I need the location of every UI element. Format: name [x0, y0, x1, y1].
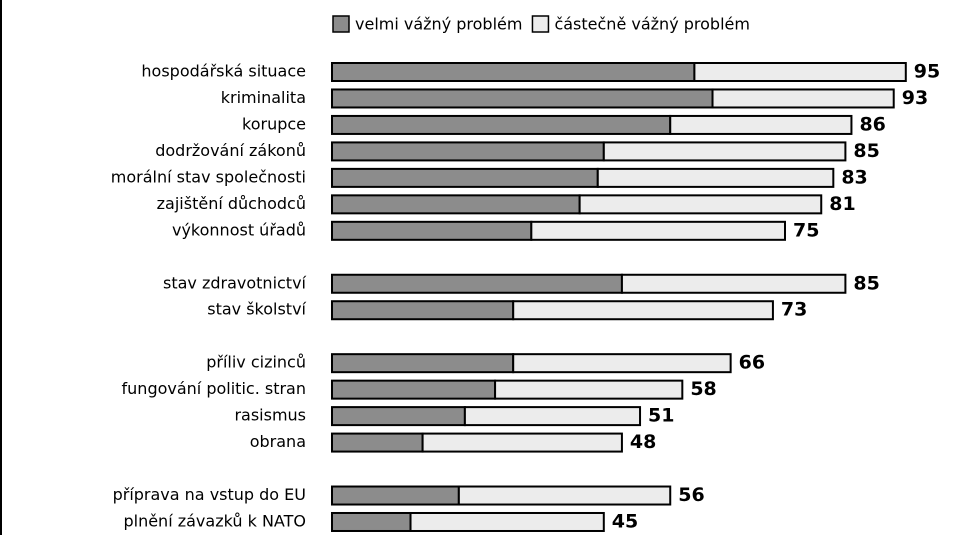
- bar-segment: [331, 114, 672, 135]
- total-label: 73: [781, 299, 807, 321]
- bar-segment: [494, 379, 684, 400]
- bar-segment: [331, 300, 515, 321]
- bar-segment: [512, 353, 732, 374]
- y-tick-label: korupce: [242, 114, 306, 133]
- y-tick-label: obrana: [250, 432, 306, 451]
- y-tick-label: fungování politic. stran: [122, 379, 306, 398]
- total-label: 85: [853, 272, 879, 294]
- bar-segment: [457, 485, 672, 506]
- y-tick-label: dodržování zákonů: [155, 141, 306, 160]
- legend-label: velmi vážný problém: [355, 15, 522, 34]
- bar-segment: [512, 300, 774, 321]
- total-label: 51: [648, 405, 674, 427]
- bar-segment: [463, 406, 642, 427]
- y-tick-label: stav školství: [207, 300, 306, 319]
- total-label: 95: [914, 61, 940, 83]
- y-tick-label: příliv cizinců: [206, 353, 306, 372]
- y-tick-label: příprava na vstup do EU: [113, 485, 306, 504]
- bar-segment: [331, 141, 605, 162]
- bar-segment: [620, 273, 847, 294]
- bar-segment: [530, 220, 786, 241]
- bar-segment: [331, 485, 460, 506]
- bar-segment: [331, 88, 714, 109]
- total-label: 56: [678, 484, 704, 506]
- y-tick-label: výkonnost úřadů: [172, 220, 306, 239]
- bar-segment: [331, 406, 466, 427]
- total-label: 83: [841, 166, 867, 188]
- y-tick-label: rasismus: [234, 406, 306, 425]
- bar-segment: [331, 432, 424, 453]
- y-tick-label: plnění závazků k NATO: [123, 511, 306, 530]
- y-tick-label: stav zdravotnictví: [163, 273, 307, 292]
- total-label: 93: [902, 87, 928, 109]
- bar-segment: [669, 114, 853, 135]
- total-label: 48: [630, 431, 656, 453]
- total-label: 81: [829, 193, 855, 215]
- bar-segment: [602, 141, 847, 162]
- legend-swatch: [531, 15, 550, 33]
- bar-segment: [331, 194, 581, 215]
- total-label: 58: [690, 378, 716, 400]
- bar-segment: [331, 511, 412, 532]
- bar-segment: [331, 62, 696, 82]
- bar-segment: [331, 167, 599, 188]
- bar-segment: [331, 353, 515, 374]
- bar-segment: [331, 379, 497, 400]
- y-tick-label: morální stav společnosti: [111, 167, 306, 186]
- total-label: 85: [853, 140, 879, 162]
- bar-segment: [711, 88, 895, 109]
- total-label: 86: [859, 113, 885, 135]
- total-label: 75: [793, 219, 819, 241]
- y-tick-label: kriminalita: [221, 88, 306, 107]
- bar-segment: [578, 194, 823, 215]
- legend-label: částečně vážný problém: [554, 15, 750, 34]
- bar-segment: [331, 220, 533, 241]
- y-tick-label: zajištění důchodců: [157, 194, 306, 213]
- total-label: 66: [739, 352, 765, 374]
- bar-segment: [421, 432, 623, 453]
- bar-segment: [693, 62, 907, 82]
- y-tick-label: hospodářská situace: [141, 62, 306, 81]
- legend-swatch: [332, 15, 350, 33]
- bar-segment: [596, 167, 835, 188]
- bar-segment: [331, 273, 623, 294]
- bar-segment: [409, 511, 605, 532]
- total-label: 45: [612, 510, 638, 532]
